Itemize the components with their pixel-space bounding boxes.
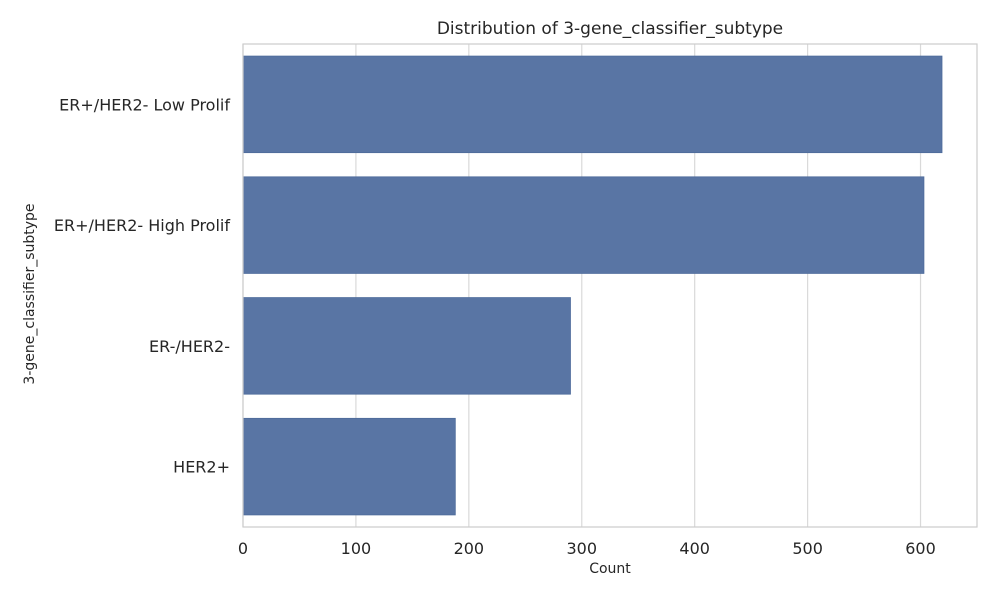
x-tick-label: 100 bbox=[341, 539, 372, 558]
y-tick-label: HER2+ bbox=[173, 458, 230, 477]
y-tick-label: ER+/HER2- Low Prolif bbox=[59, 95, 230, 114]
bar bbox=[242, 55, 943, 154]
axes-frame bbox=[242, 43, 978, 528]
chart-title: Distribution of 3-gene_classifier_subtyp… bbox=[436, 19, 784, 39]
y-axis-label: 3-gene_classifier_subtype bbox=[22, 203, 38, 385]
x-tick-label: 200 bbox=[454, 539, 485, 558]
x-tick-label: 400 bbox=[679, 539, 710, 558]
bar bbox=[242, 176, 925, 274]
y-tick-label: ER+/HER2- High Prolif bbox=[54, 216, 230, 235]
y-tick-label: ER-/HER2- bbox=[149, 337, 230, 356]
bar bbox=[242, 417, 456, 516]
x-tick-label: 500 bbox=[792, 539, 823, 558]
x-tick-label: 600 bbox=[905, 539, 936, 558]
bar bbox=[242, 297, 571, 395]
x-tick-label: 0 bbox=[238, 539, 248, 558]
x-tick-label: 300 bbox=[566, 539, 597, 558]
x-axis-label: Count bbox=[589, 561, 631, 577]
